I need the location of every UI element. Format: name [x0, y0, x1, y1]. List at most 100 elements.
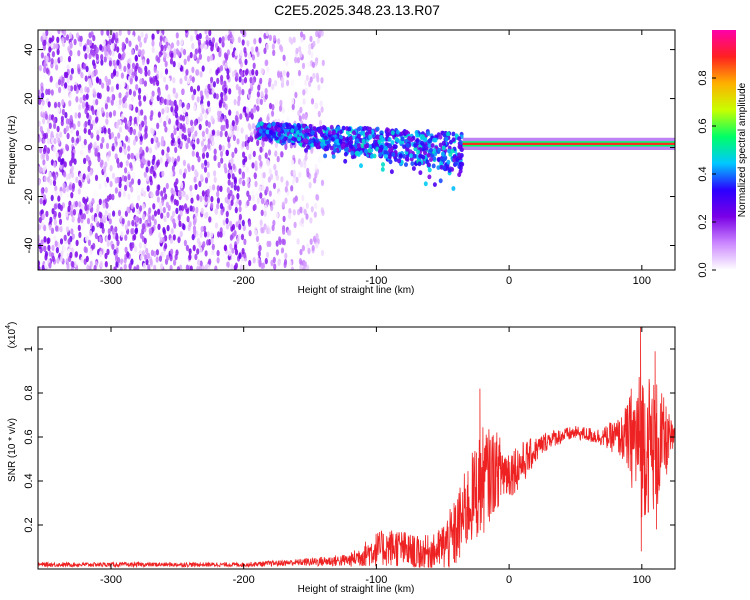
spectrogram-noise-mark	[108, 111, 113, 118]
spectrogram-noise-mark	[98, 126, 102, 133]
spectrogram-noise-mark	[314, 202, 318, 210]
spectrogram-noise-mark	[88, 32, 92, 39]
spectrogram-noise-mark	[272, 199, 276, 206]
spectrogram-noise-mark	[234, 262, 238, 269]
spectrogram-noise-mark	[173, 198, 177, 206]
spectrogram-noise-mark	[54, 240, 58, 247]
spectrogram-noise-mark	[150, 95, 154, 103]
spectrogram-noise-mark	[118, 181, 122, 189]
spectrogram-noise-mark	[105, 118, 109, 125]
spectrogram-noise-mark	[191, 66, 195, 74]
spectrogram-noise-mark	[208, 216, 212, 223]
spectrogram-noise-mark	[122, 190, 126, 197]
spectrogram-noise-mark	[63, 171, 67, 178]
spectrogram-noise-mark	[231, 70, 235, 78]
spectrogram-noise-mark	[256, 197, 260, 204]
spectrogram-noise-mark	[204, 195, 208, 203]
spectrogram-noise-mark	[42, 112, 46, 119]
spectrogram-carrier-mark	[365, 143, 369, 149]
spectrogram-noise-mark	[58, 86, 62, 94]
spectrogram-noise-mark	[112, 210, 116, 217]
spectrogram-noise-mark	[38, 136, 41, 143]
spectrogram-carrier-mark	[432, 182, 437, 188]
spectrogram-carrier-mark	[301, 123, 306, 129]
spectrogram-noise-mark	[52, 179, 57, 186]
spectrogram-noise-mark	[186, 215, 190, 223]
spectrogram-noise-mark	[166, 211, 170, 219]
spectrogram-noise-mark	[136, 264, 140, 270]
spectrogram-noise-mark	[54, 59, 58, 66]
spectrogram-noise-mark	[57, 195, 61, 202]
spectrogram-noise-mark	[51, 255, 56, 263]
spectrogram-noise-mark	[114, 226, 118, 233]
spectrogram-noise-mark	[89, 142, 93, 149]
spectrogram-noise-mark	[115, 31, 119, 39]
spectrogram-noise-mark	[75, 96, 79, 103]
spectrogram-carrier-mark	[404, 156, 409, 162]
spectrogram-noise-mark	[310, 98, 315, 105]
spectrogram-noise-mark	[320, 179, 325, 186]
spectrogram-noise-mark	[155, 49, 159, 57]
spectrogram-noise-mark	[182, 172, 186, 179]
spectrogram-noise-mark	[59, 172, 63, 179]
spectrogram-noise-mark	[129, 128, 133, 136]
spectrogram-carrier-mark	[359, 163, 363, 169]
spectrogram-noise-mark	[84, 75, 88, 82]
spectrogram-noise-mark	[196, 138, 200, 145]
spectrogram-noise-mark	[105, 111, 109, 119]
spectrogram-noise-mark	[46, 237, 50, 245]
spectrogram-carrier-mark	[453, 161, 458, 167]
spectrogram-noise-mark	[135, 188, 139, 195]
spectrogram-noise-mark	[224, 130, 228, 138]
spectrogram-noise-mark	[298, 115, 302, 122]
spectrogram-noise-mark	[54, 190, 58, 197]
spectrogram-noise-mark	[310, 206, 314, 213]
spectrogram-x-tick-label: 100	[633, 275, 651, 287]
spectrogram-noise-mark	[156, 122, 160, 129]
spectrogram-noise-mark	[210, 45, 214, 52]
spectrogram-noise-mark	[260, 90, 264, 98]
spectrogram-noise-mark	[137, 94, 142, 101]
spectrogram-noise-mark	[196, 194, 200, 201]
snr-y-label: SNR (10 * v/v)	[7, 418, 18, 482]
spectrogram-carrier-mark	[390, 130, 395, 136]
spectrogram-noise-mark	[267, 227, 271, 235]
spectrogram-noise-mark	[292, 36, 296, 43]
spectrogram-noise-mark	[80, 212, 84, 220]
spectrogram-noise-mark	[186, 103, 190, 111]
spectrogram-noise-mark	[107, 150, 112, 157]
spectrogram-noise-mark	[275, 107, 279, 115]
spectrogram-carrier-mark	[405, 146, 410, 152]
spectrogram-noise-mark	[175, 178, 179, 185]
spectrogram-carrier-mark	[440, 151, 445, 157]
spectrogram-noise-mark	[174, 185, 178, 193]
spectrogram-noise-mark	[156, 94, 160, 102]
spectrogram-noise-mark	[231, 51, 235, 58]
spectrogram-noise-mark	[105, 202, 109, 209]
spectrogram-noise-mark	[285, 60, 289, 67]
spectrogram-noise-mark	[134, 75, 138, 82]
spectrogram-noise-mark	[309, 76, 313, 83]
spectrogram-noise-mark	[238, 252, 242, 260]
spectrogram-noise-mark	[192, 244, 196, 252]
spectrogram-noise-mark	[77, 217, 81, 224]
spectrogram-noise-mark	[77, 68, 81, 75]
spectrogram-noise-mark	[305, 202, 309, 209]
spectrogram-noise-mark	[251, 162, 255, 169]
spectrogram-carrier-mark	[457, 152, 462, 158]
spectrogram-noise-mark	[290, 185, 294, 192]
spectrogram-noise-mark	[166, 224, 170, 232]
spectrogram-noise-mark	[225, 223, 230, 230]
spectrogram-noise-mark	[131, 242, 135, 249]
spectrogram-y-ticks: -40 -20 0 20 40	[23, 43, 675, 253]
spectrogram-noise-mark	[118, 30, 122, 36]
spectrogram-noise-mark	[233, 230, 237, 237]
spectrogram-noise-mark	[234, 244, 238, 251]
spectrogram-noise-mark	[228, 88, 232, 95]
spectrogram-noise-mark	[57, 30, 61, 35]
spectrogram-noise-mark	[163, 98, 168, 106]
spectrogram-noise-mark	[193, 119, 197, 127]
spectrogram-carrier-mark	[264, 136, 269, 142]
spectrogram-noise-mark	[51, 137, 55, 144]
spectrogram-carrier-mark	[293, 133, 298, 139]
